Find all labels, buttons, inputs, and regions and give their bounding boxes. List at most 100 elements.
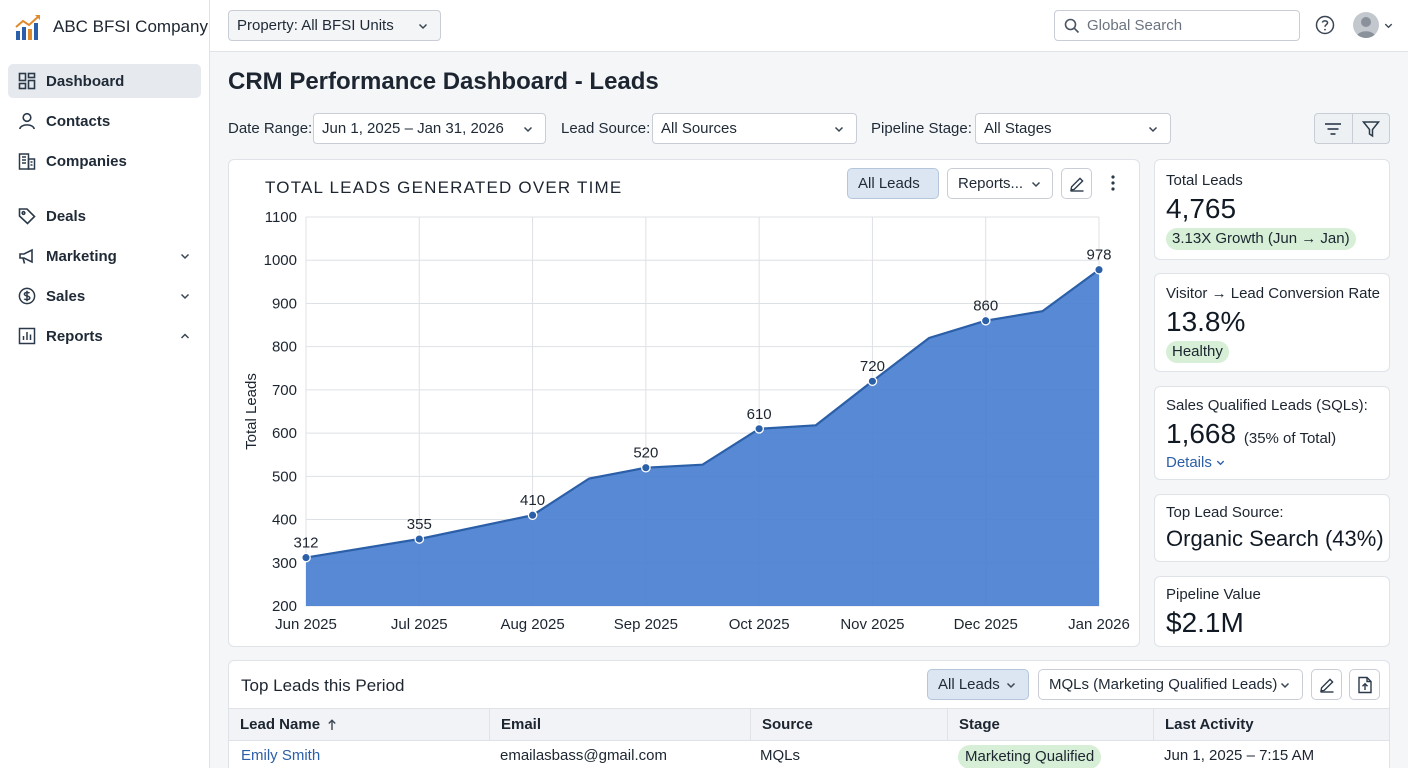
data-label: 610 [747,406,772,423]
dollar-icon [18,287,36,305]
column-header-lead-name[interactable]: Lead Name [229,709,490,740]
bar-chart-logo-icon [15,15,40,40]
funnel-icon [1361,120,1380,137]
y-tick-label: 600 [272,425,297,442]
chevron-up-icon[interactable] [179,330,191,342]
kpi-label: Top Lead Source: [1166,504,1284,521]
chevron-down-icon[interactable] [179,250,191,262]
segment-select-value: MQLs (Marketing Qualified Leads) [1049,676,1278,693]
sidebar-item-deals[interactable]: Deals [8,199,201,233]
x-tick-label: Nov 2025 [840,616,904,633]
property-select[interactable]: Property: All BFSI Units [228,10,441,41]
kpi-subtext: (35% of Total) [1243,430,1337,447]
data-point [867,376,878,387]
filter-button[interactable] [1351,114,1389,143]
avatar[interactable] [1353,12,1379,38]
x-tick-label: Jan 2026 [1068,616,1130,633]
kpi-value: 4,765 [1166,193,1237,224]
column-header-label: Source [762,716,813,733]
sidebar-item-sales[interactable]: Sales [8,279,201,313]
lead-source-value: All Sources [661,120,737,137]
data-point [1094,264,1104,275]
sidebar-item-marketing[interactable]: Marketing [8,239,201,273]
data-point [301,552,311,563]
x-tick-label: Sep 2025 [614,616,678,633]
chevron-down-icon[interactable] [1383,20,1394,31]
kpi-total-leads[interactable]: Total Leads 4,765 3.13X Growth (Jun → Ja… [1154,159,1390,260]
export-document-icon [1357,676,1372,693]
sort-options-button[interactable] [1315,114,1352,143]
user-silhouette-icon [1356,17,1376,38]
brand[interactable]: ABC BFSI Company [14,12,208,42]
chevron-down-icon [523,126,533,133]
details-link[interactable]: Details [1166,454,1226,471]
data-point [980,315,991,326]
y-tick-label: 900 [272,295,297,312]
date-range-select[interactable]: Jun 1, 2025 – Jan 31, 2026 [313,113,546,144]
data-label: 978 [1086,247,1111,264]
y-tick-label: 500 [272,468,297,485]
sidebar-item-contacts[interactable]: Contacts [8,104,201,138]
kpi-label: Pipeline Value [1166,586,1261,603]
chevron-down-icon [1216,460,1225,466]
chevron-down-icon [418,23,428,30]
all-leads-toggle[interactable]: All Leads [847,168,939,199]
kpi-pipeline-value[interactable]: Pipeline Value $2.1M [1154,576,1390,647]
table-all-leads-label: All Leads [938,676,1000,693]
data-label: 520 [633,445,658,462]
building-icon [18,153,36,170]
help-icon[interactable] [1315,15,1335,35]
y-tick-label: 200 [272,598,297,615]
lead-source: MQLs [760,747,801,764]
kpi-value: Organic Search (43%) [1166,526,1384,551]
pipeline-stage-label: Pipeline Stage: [871,120,972,137]
leads-chart-card: 200 300 400 500 600 700 800 900 1000 1100 Jun 2025… [228,159,1140,647]
series-area [306,269,1099,606]
column-header-last-activity[interactable]: Last Activity [1154,709,1389,740]
sidebar-item-dashboard[interactable]: Dashboard [8,64,201,98]
kpi-sqls[interactable]: Sales Qualified Leads (SQLs): 1,668 (35%… [1154,386,1390,480]
date-range-label: Date Range: [228,120,313,137]
data-label: 355 [407,516,432,533]
kpi-top-lead-source[interactable]: Top Lead Source: Organic Search (43%) [1154,494,1390,562]
growth-badge: 3.13X Growth (Jun → Jan) [1166,228,1356,250]
export-button[interactable] [1349,669,1380,700]
edit-chart-button[interactable] [1061,168,1092,199]
lead-source-select[interactable]: All Sources [652,113,857,144]
data-label: 410 [520,492,545,509]
column-header-source[interactable]: Source [751,709,948,740]
brand-name: ABC BFSI Company [53,17,208,36]
edit-table-button[interactable] [1311,669,1342,700]
global-search-input[interactable]: Global Search [1054,10,1300,41]
y-tick-label: 700 [272,382,297,399]
kpi-value-row: 1,668 (35% of Total) [1166,418,1336,450]
sidebar-nav: Dashboard Contacts Companies Deals [8,64,201,359]
table-all-leads-dropdown[interactable]: All Leads [927,669,1029,700]
chevron-down-icon [1280,682,1290,689]
reports-dropdown-label: Reports... [958,175,1024,192]
column-header-label: Lead Name [240,716,321,733]
tag-icon [18,208,36,225]
more-options-button[interactable] [1105,173,1121,193]
property-select-value: Property: All BFSI Units [237,17,394,34]
chevron-down-icon[interactable] [179,290,191,302]
all-leads-label: All Leads [858,175,920,192]
lead-source-label: Lead Source: [561,120,651,137]
lead-name-link[interactable]: Emily Smith [241,747,321,764]
person-icon [19,112,35,130]
y-tick-label: 400 [272,512,297,529]
sidebar-item-reports[interactable]: Reports [8,319,201,353]
page-title: CRM Performance Dashboard - Leads [228,68,659,95]
sidebar-item-companies[interactable]: Companies [8,144,201,178]
column-header-stage[interactable]: Stage [948,709,1154,740]
column-header-email[interactable]: Email [490,709,751,740]
segment-select[interactable]: MQLs (Marketing Qualified Leads) [1038,669,1303,700]
kpi-conversion-rate[interactable]: Visitor → Lead Conversion Rate 13.8% Hea… [1154,273,1390,372]
y-tick-label: 1100 [265,209,297,226]
top-leads-table-card: Top Leads this Period All Leads MQLs (Ma… [228,660,1390,768]
lines-filter-icon [1325,122,1342,135]
reports-dropdown[interactable]: Reports... [947,168,1053,199]
chevron-down-icon [1031,181,1041,188]
pipeline-stage-select[interactable]: All Stages [975,113,1171,144]
kebab-menu-icon [1111,175,1115,191]
